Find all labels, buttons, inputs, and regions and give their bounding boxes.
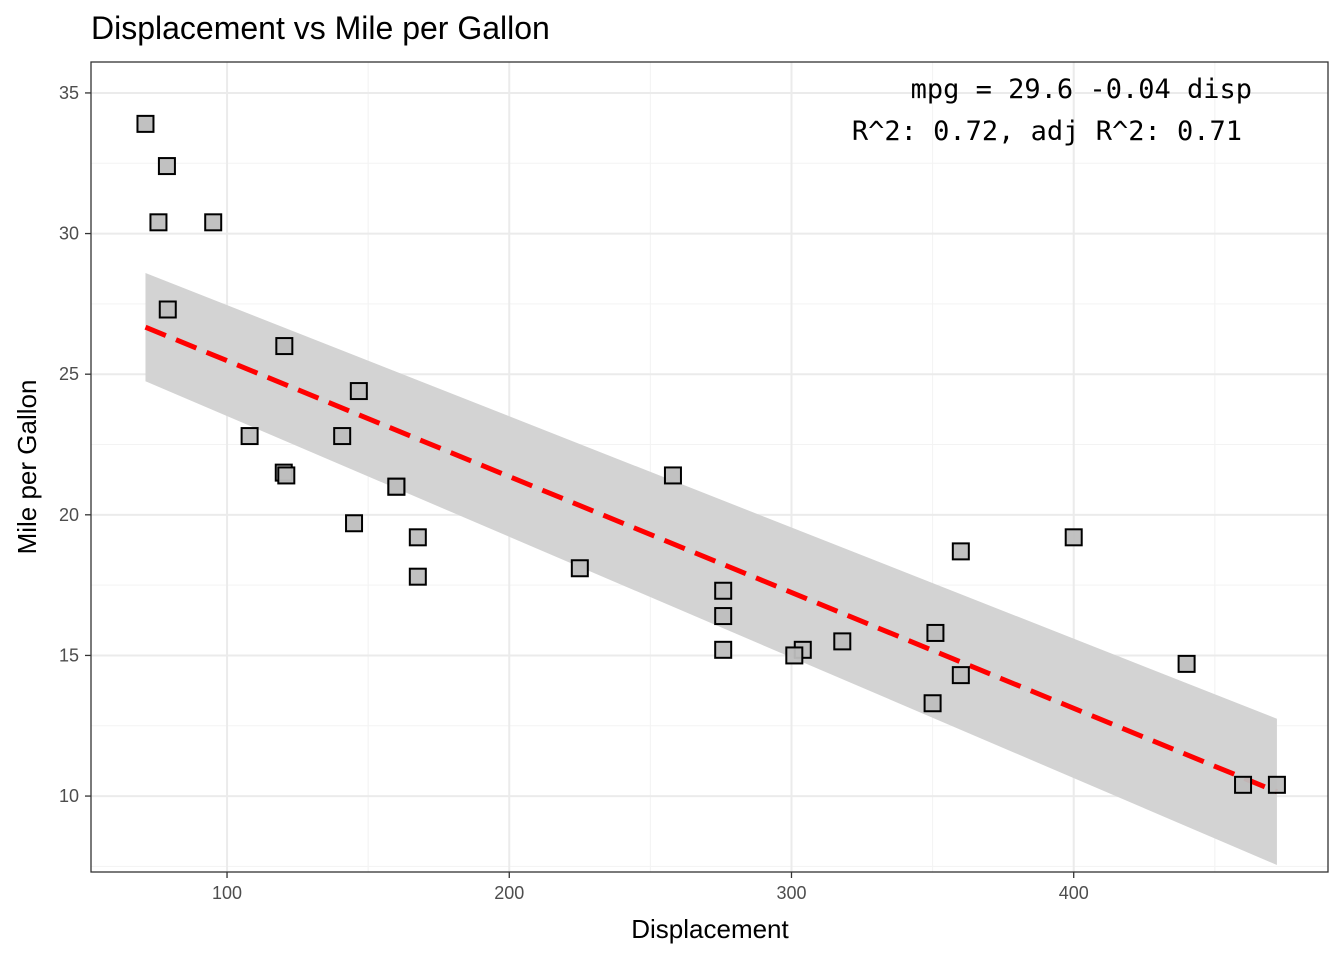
confidence-band-layer	[145, 272, 1277, 865]
x-axis-title: Displacement	[631, 914, 789, 944]
data-point	[240, 427, 259, 446]
panel-border	[90, 61, 1329, 873]
y-tick-label: 20	[59, 505, 79, 525]
y-tick-label: 15	[59, 645, 79, 665]
data-point	[833, 632, 852, 651]
data-point	[349, 382, 368, 401]
x-tick-label: 200	[494, 883, 524, 903]
y-axis: 10 15 20 25 30 35	[59, 83, 91, 806]
x-axis: 100 200 300 400	[212, 872, 1089, 903]
fit-line-layer	[144, 324, 1278, 795]
data-point	[204, 213, 223, 232]
data-point	[951, 666, 970, 685]
data-point	[345, 514, 364, 533]
y-tick-label: 25	[59, 364, 79, 384]
r-squared-annotation: R^2: 0.72, adj R^2: 0.71	[852, 116, 1242, 147]
y-axis-title: Mile per Gallon	[12, 380, 42, 555]
data-point	[277, 466, 296, 485]
chart-title: Displacement vs Mile per Gallon	[91, 10, 550, 46]
confidence-band	[145, 272, 1277, 865]
data-point	[149, 213, 168, 232]
data-points	[136, 114, 1286, 794]
data-point	[1234, 775, 1253, 794]
x-tick-label: 400	[1059, 883, 1089, 903]
data-point	[157, 157, 176, 176]
data-point	[1177, 654, 1196, 673]
data-point	[926, 623, 945, 642]
y-tick-label: 10	[59, 786, 79, 806]
data-point	[714, 640, 733, 659]
y-tick-label: 35	[59, 83, 79, 103]
data-point	[275, 337, 294, 356]
data-point	[923, 694, 942, 713]
fit-equation-annotation: mpg = 29.6 -0.04 disp	[911, 74, 1252, 105]
annotations: mpg = 29.6 -0.04 disp R^2: 0.72, adj R^2…	[852, 74, 1252, 147]
data-point	[333, 427, 352, 446]
data-point	[136, 114, 155, 133]
data-point	[1267, 775, 1286, 794]
data-point	[158, 300, 177, 319]
data-point	[951, 542, 970, 561]
data-point	[408, 528, 427, 547]
x-tick-label: 100	[212, 883, 242, 903]
data-point	[387, 477, 406, 496]
x-tick-label: 300	[776, 883, 806, 903]
data-point	[408, 567, 427, 586]
regression-fit-line	[144, 324, 1278, 795]
data-point	[663, 466, 682, 485]
data-point	[714, 607, 733, 626]
data-point	[785, 646, 804, 665]
y-tick-label: 30	[59, 224, 79, 244]
data-point	[570, 559, 589, 578]
data-point	[1064, 528, 1083, 547]
data-point	[714, 581, 733, 600]
